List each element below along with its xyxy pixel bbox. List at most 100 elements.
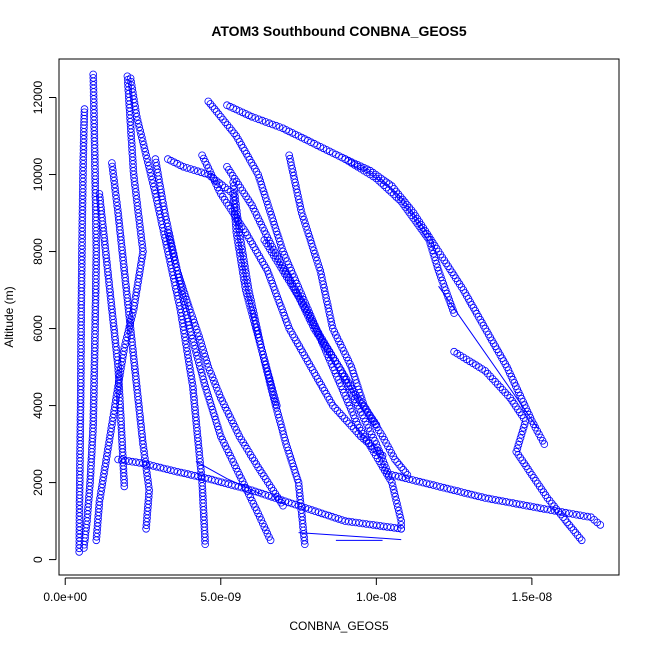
data-point	[396, 193, 405, 201]
data-point	[388, 482, 397, 490]
data-point	[409, 214, 418, 222]
data-point	[258, 184, 267, 192]
data-point	[439, 483, 448, 492]
data-point	[572, 510, 581, 519]
data-point	[251, 323, 260, 332]
data-point	[255, 174, 264, 182]
data-point	[135, 458, 144, 467]
data-point	[141, 457, 150, 466]
data-point	[223, 185, 232, 194]
data-point	[305, 233, 314, 241]
data-point	[197, 368, 206, 377]
data-point	[147, 172, 156, 181]
data-point	[145, 165, 154, 174]
data-point	[359, 434, 368, 443]
data-point	[139, 443, 148, 452]
data-point	[89, 70, 97, 79]
data-point	[313, 256, 321, 265]
data-point	[498, 385, 507, 394]
data-point	[391, 492, 400, 501]
data-point	[229, 178, 238, 187]
data-point	[399, 465, 408, 474]
data-point	[78, 199, 87, 207]
data-point	[393, 524, 402, 533]
data-point	[251, 320, 259, 328]
data-point	[246, 303, 255, 311]
data-point	[366, 166, 374, 175]
data-point	[195, 332, 203, 341]
data-point	[263, 367, 272, 376]
data-point	[446, 299, 455, 308]
data-point	[207, 172, 215, 181]
data-point	[259, 350, 267, 359]
data-point	[185, 305, 194, 314]
data-point	[170, 252, 178, 261]
data-point	[432, 482, 441, 490]
data-point	[113, 198, 121, 207]
data-point	[267, 381, 276, 390]
data-point	[143, 155, 151, 163]
data-point	[265, 374, 274, 383]
data-point	[401, 198, 409, 207]
data-point	[230, 129, 238, 138]
data-point	[397, 524, 406, 533]
y-axis: 0 2000 4000 6000 8000 10000 12000	[31, 80, 57, 563]
data-point	[205, 366, 214, 375]
data-point	[318, 509, 326, 518]
data-point	[310, 250, 319, 258]
data-point	[394, 195, 403, 204]
data-point	[388, 182, 396, 190]
data-point	[340, 414, 349, 423]
data-point	[188, 334, 197, 343]
data-point	[434, 266, 443, 275]
data-point	[298, 212, 307, 221]
data-point	[272, 289, 280, 298]
data-point	[491, 377, 500, 386]
data-point	[436, 483, 445, 491]
data-point	[258, 347, 266, 356]
data-point	[156, 463, 165, 472]
data-point	[543, 505, 552, 514]
data-point	[273, 231, 282, 239]
data-point	[338, 385, 347, 394]
data-point	[214, 425, 223, 434]
data-point	[109, 166, 117, 174]
data-point	[140, 450, 149, 459]
data-point	[78, 224, 86, 232]
data-point	[261, 490, 270, 499]
data-point	[338, 411, 346, 420]
data-point	[75, 537, 84, 545]
data-point	[189, 315, 198, 324]
data-point	[231, 422, 239, 431]
data-point	[258, 489, 266, 498]
data-point	[137, 130, 145, 139]
data-point	[388, 478, 396, 487]
data-point	[464, 489, 472, 498]
data-point	[268, 279, 277, 288]
data-point	[312, 253, 320, 262]
data-point	[210, 412, 219, 421]
data-point	[395, 460, 403, 469]
data-point	[247, 306, 256, 315]
data-point	[204, 170, 213, 179]
data-point	[390, 185, 398, 193]
data-point	[349, 424, 358, 433]
data-point	[371, 170, 380, 179]
data-point	[141, 454, 149, 463]
data-point	[149, 462, 158, 470]
data-point	[379, 457, 388, 466]
data-point	[395, 510, 404, 518]
data-point	[405, 208, 414, 217]
data-point	[244, 296, 253, 305]
data-point	[554, 507, 563, 516]
data-point	[122, 336, 130, 345]
data-point	[168, 246, 176, 254]
data-point	[190, 471, 199, 480]
data-point	[493, 380, 502, 389]
data-point	[314, 508, 323, 517]
data-point	[261, 357, 269, 366]
data-point	[144, 162, 153, 170]
x-tick-label: 5.0e-09	[200, 590, 241, 604]
data-point	[450, 486, 458, 495]
data-point	[370, 444, 379, 453]
